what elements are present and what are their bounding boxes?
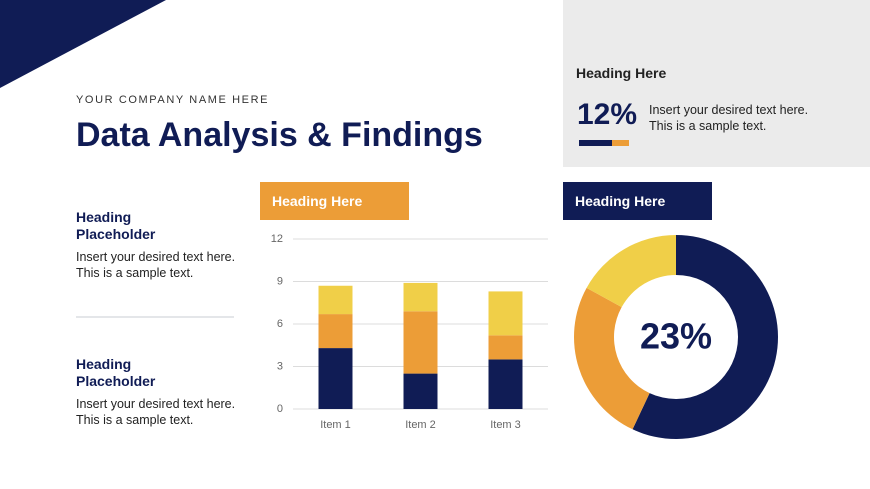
bar-segment [488,359,523,409]
bar-segment [488,291,523,336]
section-heading: Heading Placeholder [76,209,156,242]
section-text: Insert your desired text here. This is a… [76,250,236,280]
section-text: Insert your desired text here. This is a… [76,397,236,427]
donut-segment [574,287,650,430]
x-tick-label: Item 2 [405,419,436,431]
stat-text: Insert your desired text here. This is a… [649,103,809,133]
y-tick-label: 6 [277,318,283,330]
bar-segment [318,314,353,349]
title: Data Analysis & Findings [76,116,483,154]
y-tick-label: 12 [271,233,283,245]
bar-segment [318,285,353,315]
y-tick-label: 0 [277,403,283,415]
bar-segment [403,311,438,374]
donut-segment [632,235,778,439]
stat-heading: Heading Here [576,65,667,81]
bar-segment [318,348,353,409]
stat-figure: 12% [577,98,638,131]
x-tick-label: Item 1 [320,419,351,431]
y-tick-label: 3 [277,360,283,372]
corner-triangle [0,0,166,88]
stat-bar [612,140,629,146]
bar-segment [403,282,438,312]
section-heading: Heading Placeholder [76,356,156,389]
x-tick-label: Item 3 [490,419,521,431]
stat-bar [579,140,612,146]
chart-heading: Heading Here [260,182,409,220]
company-name: YOUR COMPANY NAME HERE [76,94,270,106]
y-tick-label: 9 [277,275,283,287]
bar-segment [488,335,523,360]
bar-segment [403,373,438,409]
donut-center-label: 23% [640,316,712,357]
donut-segment [586,235,676,308]
stat-panel [563,0,870,167]
chart-heading: Heading Here [563,182,712,220]
